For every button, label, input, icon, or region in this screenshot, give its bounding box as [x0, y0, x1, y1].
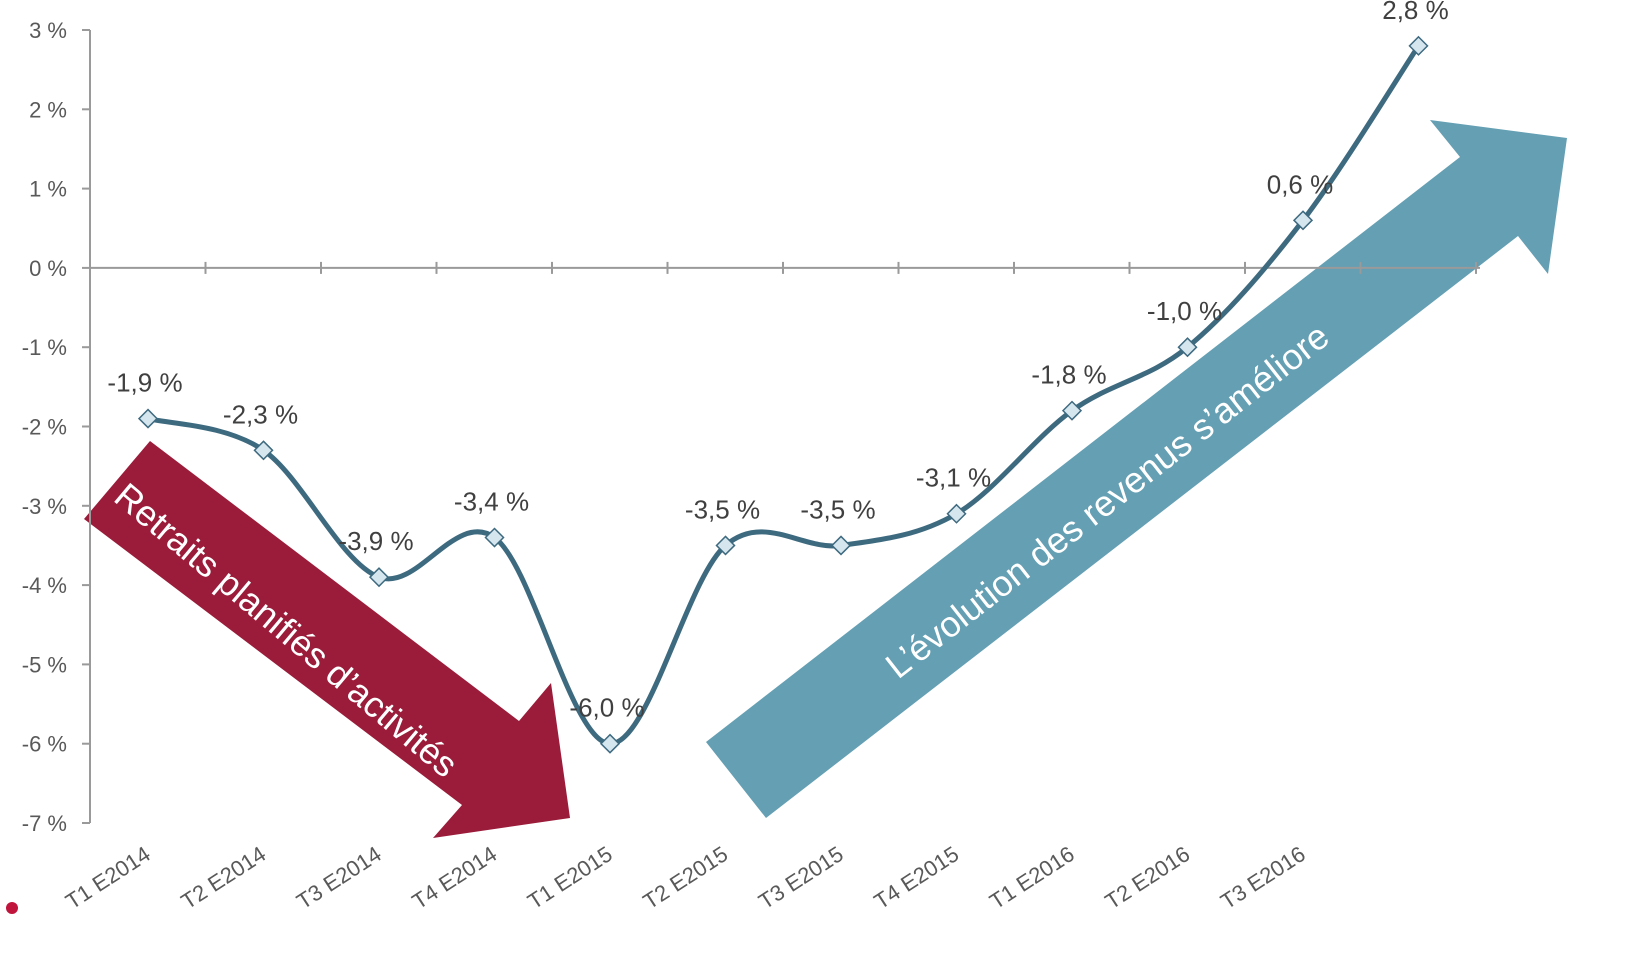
- down-arrow-label: Retraits planifiés d’activités: [107, 475, 466, 785]
- down-arrow-shape: [84, 441, 570, 838]
- up-arrow-label: L’évolution des revenus s’améliore: [878, 315, 1337, 686]
- data-point-label: -3,9 %: [338, 526, 413, 556]
- x-tick-label: T2 E2015: [639, 841, 733, 914]
- data-point-marker: [830, 535, 852, 556]
- x-tick-label: T1 E2015: [523, 841, 617, 914]
- data-point-marker: [368, 567, 390, 588]
- x-tick-label: T2 E2016: [1101, 841, 1195, 914]
- x-tick-label: T3 E2016: [1216, 841, 1310, 914]
- x-tick-label: T1 E2016: [985, 841, 1079, 914]
- y-tick-label: -1 %: [22, 335, 67, 360]
- y-tick-label: 2 %: [29, 97, 67, 122]
- data-point-label: 2,8 %: [1382, 0, 1449, 25]
- data-point-label: -6,0 %: [569, 693, 644, 723]
- data-point-label: -2,3 %: [223, 399, 298, 429]
- data-point-label: -1,8 %: [1031, 360, 1106, 390]
- y-tick-label: -2 %: [22, 415, 67, 440]
- x-tick-label: T3 E2014: [292, 841, 386, 914]
- data-labels: -1,9 % -2,3 % -3,9 % -3,4 % -6,0 % -3,5 % -3,5…: [107, 0, 1448, 723]
- x-tick-label: T4 E2015: [870, 841, 964, 914]
- data-point-marker: [946, 503, 967, 524]
- data-point-marker: [1061, 400, 1083, 421]
- data-point-label: -3,4 %: [454, 487, 529, 517]
- decorative-dot: [6, 902, 18, 914]
- data-point-marker: [599, 733, 621, 754]
- x-tick-label: T2 E2014: [177, 841, 271, 914]
- data-point-label: -3,5 %: [800, 494, 875, 524]
- data-point-label: -1,9 %: [107, 368, 182, 398]
- y-tick-label: -4 %: [22, 573, 67, 598]
- y-tick-label: -7 %: [22, 811, 67, 836]
- data-point-marker: [1177, 337, 1198, 358]
- data-point-marker: [1408, 35, 1429, 56]
- up-arrow-shape: [706, 120, 1567, 818]
- data-point-marker: [484, 527, 505, 548]
- y-tick-label: 3 %: [29, 18, 67, 43]
- x-tick-label: T3 E2015: [754, 841, 848, 914]
- data-point-label: -3,5 %: [685, 494, 760, 524]
- y-tick-label: -3 %: [22, 494, 67, 519]
- x-tick-label: T4 E2014: [408, 841, 502, 914]
- data-point-marker: [137, 408, 159, 429]
- y-tick-label: -5 %: [22, 652, 67, 677]
- series-markers: [137, 35, 1429, 754]
- y-tick-label: 0 %: [29, 256, 67, 281]
- y-axis-ticks: 3 % 2 % 1 % 0 % -1 % -2 % -3 % -4 % -5 % -6 % -7 %: [22, 18, 90, 836]
- data-point-marker: [1292, 210, 1314, 231]
- data-point-marker: [253, 440, 274, 461]
- data-point-label: 0,6 %: [1267, 169, 1334, 199]
- data-point-label: -3,1 %: [916, 463, 991, 493]
- y-tick-label: -6 %: [22, 732, 67, 757]
- data-point-label: -1,0 %: [1147, 296, 1222, 326]
- data-point-marker: [715, 535, 736, 556]
- y-tick-label: 1 %: [29, 177, 67, 202]
- x-tick-label: T1 E2014: [61, 841, 155, 914]
